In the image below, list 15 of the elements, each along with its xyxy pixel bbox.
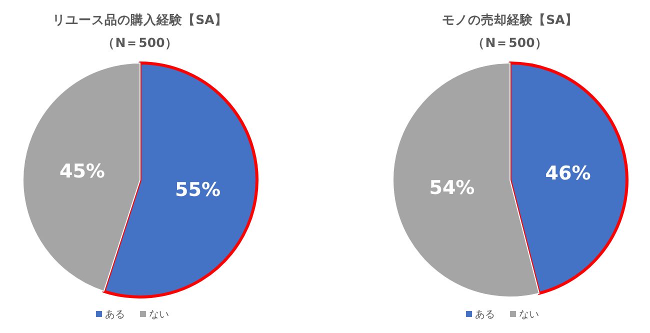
legend-label: ない bbox=[519, 310, 539, 320]
legend-label: ある bbox=[105, 310, 125, 320]
pie-slice bbox=[392, 62, 540, 298]
legend-label: ない bbox=[149, 310, 169, 320]
pie-slice bbox=[22, 62, 140, 292]
chart-subtitle: （N＝500） bbox=[102, 35, 178, 50]
data-label: 55% bbox=[175, 178, 221, 201]
chart-title: モノの売却経験【SA】 bbox=[442, 12, 578, 27]
legend-label: ある bbox=[475, 310, 495, 320]
data-label: 54% bbox=[429, 176, 475, 199]
pie-slice bbox=[508, 62, 628, 295]
data-label: 45% bbox=[59, 160, 105, 182]
chart-title: リユース品の購入経験【SA】 bbox=[52, 12, 228, 27]
data-label: 46% bbox=[545, 162, 591, 184]
chart-subtitle: （N＝500） bbox=[472, 35, 548, 50]
